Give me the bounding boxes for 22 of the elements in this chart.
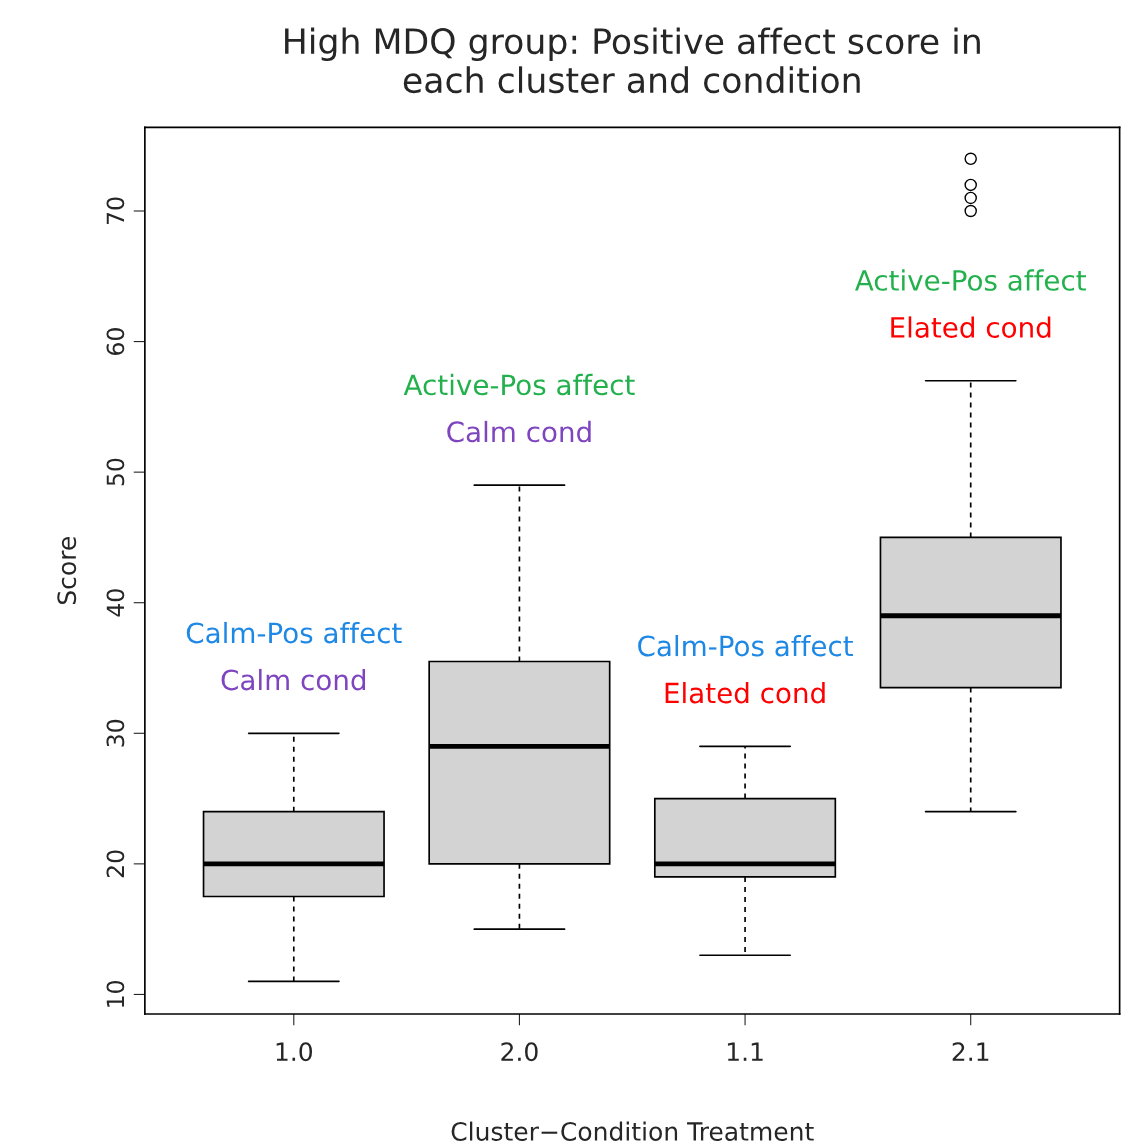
x-tick-label: 2.1 xyxy=(952,1042,989,1061)
y-tick-label: 60 xyxy=(106,328,125,355)
y-tick-label: 10 xyxy=(106,980,125,1007)
annotation: Calm cond xyxy=(447,420,591,443)
annotation: Active-Pos affect xyxy=(403,373,635,396)
chart-title: High MDQ group: Positive affect score in each cluster and condition xyxy=(285,27,980,94)
annotation: Active-Pos affect xyxy=(855,269,1086,291)
y-tick-label: 40 xyxy=(106,589,125,617)
annotation: Calm-Pos affect xyxy=(638,634,853,657)
y-tick-label: 50 xyxy=(106,458,125,486)
x-tick-label: 1.1 xyxy=(727,1042,763,1061)
x-tick-label: 1.0 xyxy=(276,1042,313,1062)
x-tick-label: 2.0 xyxy=(501,1042,538,1062)
annotation: Elated cond xyxy=(665,681,825,704)
y-tick-label: 20 xyxy=(106,850,125,878)
annotation: Calm cond xyxy=(221,668,366,691)
annotation: Calm-Pos affect xyxy=(186,621,402,644)
y-tick-label: 30 xyxy=(106,719,125,747)
x-axis-title: Cluster−Condition Treatment xyxy=(451,1121,814,1141)
y-tick-label: 70 xyxy=(106,197,125,225)
annotation: Elated cond xyxy=(891,316,1051,338)
y-axis-title: Score xyxy=(57,537,77,605)
